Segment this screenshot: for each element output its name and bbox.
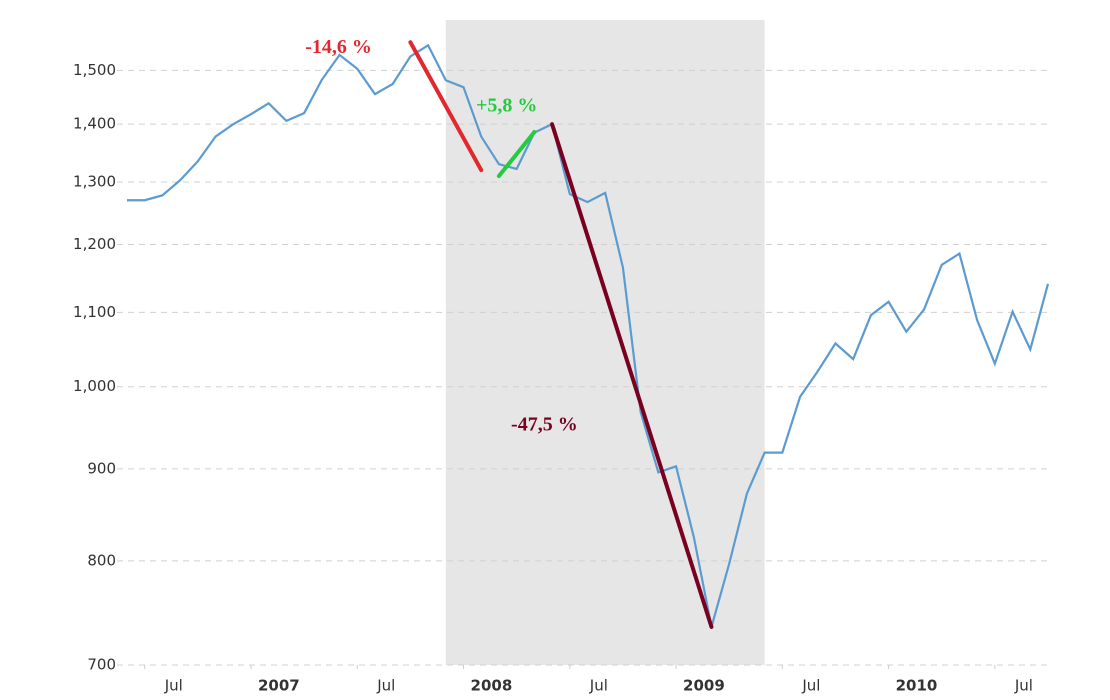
trend-line [408,40,484,173]
x-tick-label: Jul [801,677,820,695]
x-tick-label: 2010 [896,677,938,695]
x-tick-label: Jul [164,677,183,695]
y-tick-label: 700 [87,656,116,674]
x-tick-label: Jul [589,677,608,695]
x-tick-label: 2009 [683,677,725,695]
x-tick-label: Jul [1014,677,1033,695]
price-line [127,43,1050,628]
y-tick-label: 1,200 [73,235,116,253]
annotation-label: +5,8 % [476,95,537,117]
annotation-label: -14,6 % [305,36,372,58]
x-tick-label: 2007 [258,677,300,695]
y-tick-label: 1,100 [73,303,116,321]
y-tick-label: 1,300 [73,173,116,191]
y-tick-label: 1,400 [73,115,116,133]
recession-band [445,20,765,665]
y-tick-label: 900 [87,459,116,477]
trend-line [496,130,537,179]
x-tick-label: Jul [376,677,395,695]
annotation-label: -47,5 % [511,413,578,435]
x-tick-label: 2008 [471,677,513,695]
trend-line [550,122,714,629]
y-tick-label: 1,500 [73,61,116,79]
y-tick-label: 1,000 [73,377,116,395]
y-tick-label: 800 [87,551,116,569]
